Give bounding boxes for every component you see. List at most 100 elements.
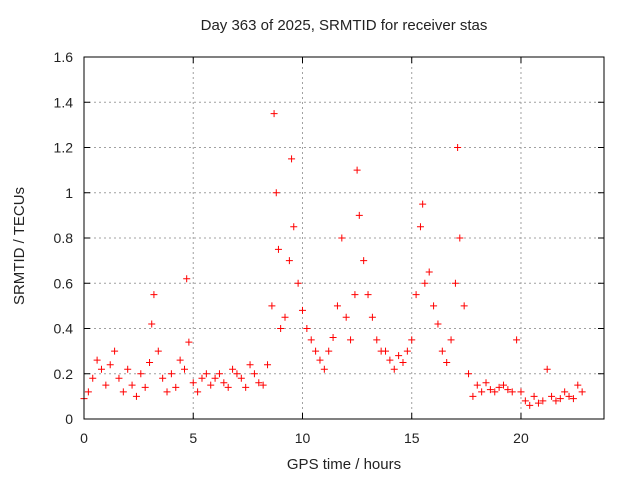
x-tick-label: 20 <box>513 430 529 446</box>
data-point <box>395 352 403 360</box>
data-point <box>198 374 206 382</box>
y-axis-label: SRMTID / TECUs <box>11 186 28 306</box>
data-point <box>211 374 219 382</box>
data-point <box>419 200 427 208</box>
data-point <box>495 383 503 391</box>
data-point <box>390 365 398 373</box>
data-point <box>473 381 481 389</box>
data-point <box>237 374 245 382</box>
data-point <box>181 365 189 373</box>
data-point <box>202 370 210 378</box>
data-point <box>438 347 446 355</box>
data-point <box>451 279 459 287</box>
data-point <box>578 388 586 396</box>
data-point <box>242 383 250 391</box>
data-point <box>351 291 359 299</box>
y-tick-label: 0.2 <box>54 366 74 382</box>
data-point <box>386 356 394 364</box>
data-point <box>189 379 197 387</box>
data-point <box>565 392 573 400</box>
y-tick-label: 0.6 <box>54 275 74 291</box>
data-point <box>290 223 298 231</box>
data-point <box>303 325 311 332</box>
data-point <box>146 358 154 366</box>
data-point <box>469 392 477 400</box>
data-point <box>264 361 272 369</box>
data-point <box>159 374 167 382</box>
data-point <box>320 365 328 373</box>
data-point <box>574 381 582 389</box>
x-tick-label: 0 <box>80 430 88 446</box>
data-point <box>329 334 337 342</box>
data-point <box>277 325 285 332</box>
data-point <box>539 397 547 405</box>
x-tick-label: 10 <box>295 430 311 446</box>
data-point <box>132 392 140 400</box>
data-point <box>355 211 363 219</box>
data-point <box>430 302 438 310</box>
data-point <box>215 370 223 378</box>
data-point <box>460 302 468 310</box>
data-point <box>513 336 521 344</box>
data-point <box>552 397 560 405</box>
data-point <box>456 234 464 242</box>
data-point <box>281 313 289 321</box>
data-point <box>250 370 258 378</box>
data-point <box>194 388 202 396</box>
x-tick-label: 15 <box>404 430 420 446</box>
data-point <box>141 383 149 391</box>
data-point <box>167 370 175 378</box>
data-point <box>373 336 381 344</box>
data-point <box>517 388 525 396</box>
data-point <box>333 302 341 310</box>
data-point <box>246 361 254 369</box>
y-tick-label: 1.6 <box>54 49 74 65</box>
data-point <box>569 395 577 403</box>
y-tick-label: 0 <box>65 411 73 427</box>
data-point <box>148 320 156 328</box>
data-points <box>80 110 586 409</box>
data-point <box>399 358 407 366</box>
data-point <box>368 313 376 321</box>
y-tick-label: 1.2 <box>54 140 74 156</box>
data-point <box>403 347 411 355</box>
data-point <box>93 356 101 364</box>
data-point <box>478 388 486 396</box>
data-point <box>447 336 455 344</box>
data-point <box>465 370 473 378</box>
data-point <box>183 275 191 283</box>
data-point <box>176 356 184 364</box>
data-point <box>270 110 278 118</box>
data-point <box>421 279 429 287</box>
y-tick-label: 0.8 <box>54 230 74 246</box>
data-point <box>412 291 420 299</box>
data-point <box>298 306 306 314</box>
data-point <box>255 379 263 387</box>
data-point <box>274 245 282 253</box>
data-point <box>382 347 390 355</box>
data-point <box>556 395 564 403</box>
data-point <box>364 291 372 299</box>
data-point <box>543 365 551 373</box>
data-point <box>150 291 158 299</box>
data-point <box>89 374 97 382</box>
data-point <box>97 365 105 373</box>
y-tick-label: 0.4 <box>54 321 74 337</box>
data-point <box>119 388 127 396</box>
data-point <box>272 189 280 197</box>
data-point <box>530 392 538 400</box>
data-point <box>220 379 228 387</box>
data-point <box>207 381 215 389</box>
data-point <box>233 370 241 378</box>
data-point <box>499 381 507 389</box>
axis-ticks: 0 0.2 0.4 0.6 0.8 1 1.2 1.4 1.6 0 5 10 15 20 <box>54 49 604 446</box>
data-point <box>154 347 162 355</box>
data-point <box>106 361 114 369</box>
data-point <box>548 392 556 400</box>
data-point <box>561 388 569 396</box>
data-point <box>172 383 180 391</box>
data-point <box>408 336 416 344</box>
data-point <box>504 386 512 394</box>
x-tick-label: 5 <box>189 430 197 446</box>
data-point <box>342 313 350 321</box>
